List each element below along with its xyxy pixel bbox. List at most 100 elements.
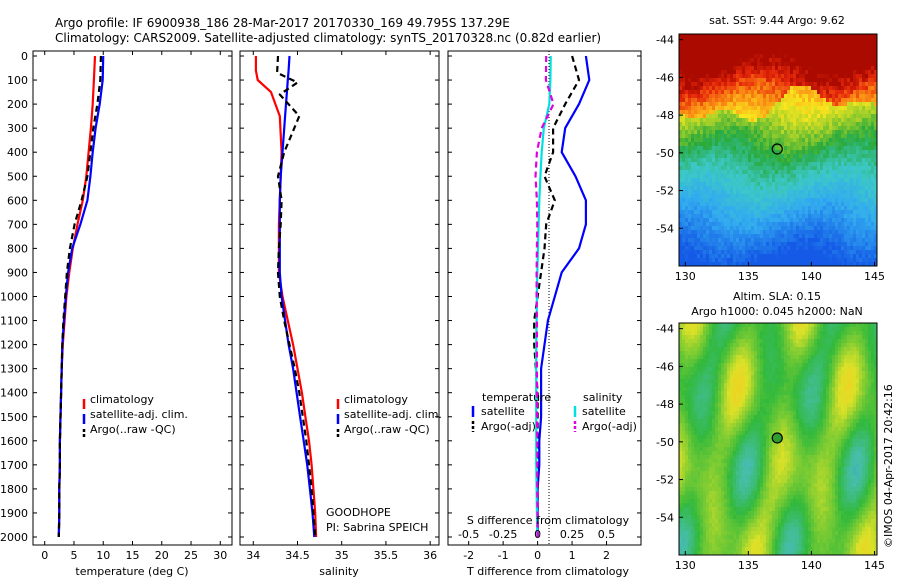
heatmap-cell bbox=[829, 126, 833, 131]
heatmap-cell bbox=[811, 186, 815, 191]
heatmap-cell bbox=[685, 70, 689, 75]
heatmap-cell bbox=[823, 38, 827, 43]
heatmap-cell bbox=[727, 94, 731, 99]
heatmap-cell bbox=[817, 214, 821, 219]
heatmap-cell bbox=[820, 198, 824, 203]
heatmap-cell bbox=[781, 258, 785, 263]
heatmap-cell bbox=[811, 110, 815, 115]
heatmap-cell bbox=[805, 166, 809, 171]
heatmap-cell bbox=[733, 194, 737, 199]
heatmap-cell bbox=[745, 62, 749, 67]
heatmap-cell bbox=[727, 62, 731, 67]
heatmap-cell bbox=[817, 371, 821, 376]
heatmap-cell bbox=[751, 106, 755, 111]
heatmap-cell bbox=[835, 110, 839, 115]
heatmap-cell bbox=[859, 335, 863, 340]
heatmap-cell bbox=[679, 242, 683, 247]
heatmap-cell bbox=[730, 367, 734, 372]
heatmap-cell bbox=[865, 102, 869, 107]
heatmap-cell bbox=[784, 246, 788, 251]
heatmap-cell bbox=[811, 230, 815, 235]
heatmap-cell bbox=[862, 182, 866, 187]
heatmap-cell bbox=[724, 174, 728, 179]
heatmap-cell bbox=[859, 130, 863, 135]
heatmap-cell bbox=[823, 42, 827, 47]
heatmap-cell bbox=[694, 42, 698, 47]
heatmap-cell bbox=[718, 335, 722, 340]
heatmap-cell bbox=[697, 74, 701, 79]
heatmap-cell bbox=[829, 110, 833, 115]
heatmap-cell bbox=[688, 106, 692, 111]
heatmap-cell bbox=[832, 226, 836, 231]
heatmap-cell bbox=[742, 339, 746, 344]
heatmap-cell bbox=[739, 214, 743, 219]
heatmap-cell bbox=[685, 166, 689, 171]
heatmap-cell bbox=[841, 186, 845, 191]
heatmap-cell bbox=[808, 230, 812, 235]
heatmap-cell bbox=[706, 246, 710, 251]
heatmap-cell bbox=[685, 46, 689, 51]
heatmap-cell bbox=[814, 130, 818, 135]
heatmap-cell bbox=[685, 38, 689, 43]
heatmap-cell bbox=[820, 238, 824, 243]
heatmap-cell bbox=[787, 54, 791, 59]
heatmap-cell bbox=[730, 371, 734, 376]
heatmap-cell bbox=[691, 110, 695, 115]
heatmap-cell bbox=[820, 102, 824, 107]
heatmap-cell bbox=[787, 158, 791, 163]
heatmap-cell bbox=[820, 106, 824, 111]
heatmap-cell bbox=[694, 206, 698, 211]
heatmap-cell bbox=[727, 146, 731, 151]
heatmap-cell bbox=[793, 258, 797, 263]
heatmap-cell bbox=[871, 170, 875, 175]
heatmap-cell bbox=[712, 166, 716, 171]
heatmap-cell bbox=[874, 106, 878, 111]
heatmap-cell bbox=[865, 98, 869, 103]
heatmap-cell bbox=[697, 182, 701, 187]
heatmap-cell bbox=[763, 238, 767, 243]
heatmap-cell bbox=[703, 94, 707, 99]
heatmap-cell bbox=[715, 335, 719, 340]
heatmap-cell bbox=[715, 182, 719, 187]
heatmap-cell bbox=[802, 262, 806, 267]
heatmap-cell bbox=[730, 142, 734, 147]
heatmap-cell bbox=[733, 66, 737, 71]
heatmap-cell bbox=[820, 58, 824, 63]
heatmap-cell bbox=[712, 210, 716, 215]
heatmap-cell bbox=[808, 94, 812, 99]
heatmap-cell bbox=[733, 198, 737, 203]
heatmap-cell bbox=[805, 210, 809, 215]
heatmap-cell bbox=[775, 254, 779, 259]
heatmap-cell bbox=[859, 351, 863, 356]
heatmap-cell bbox=[871, 102, 875, 107]
heatmap-cell bbox=[697, 34, 701, 39]
heatmap-cell bbox=[754, 226, 758, 231]
heatmap-cell bbox=[793, 262, 797, 267]
temperature-xlabel: temperature (deg C) bbox=[75, 565, 188, 578]
heatmap-cell bbox=[835, 214, 839, 219]
heatmap-cell bbox=[871, 110, 875, 115]
heatmap-cell bbox=[733, 134, 737, 139]
heatmap-cell bbox=[721, 206, 725, 211]
heatmap-cell bbox=[694, 331, 698, 336]
heatmap-cell bbox=[754, 222, 758, 227]
heatmap-cell bbox=[703, 62, 707, 67]
heatmap-cell bbox=[730, 194, 734, 199]
heatmap-cell bbox=[757, 242, 761, 247]
heatmap-cell bbox=[820, 126, 824, 131]
heatmap-cell bbox=[844, 359, 848, 364]
heatmap-cell bbox=[787, 363, 791, 368]
heatmap-cell bbox=[700, 371, 704, 376]
heatmap-cell bbox=[826, 70, 830, 75]
heatmap-cell bbox=[832, 42, 836, 47]
heatmap-cell bbox=[733, 46, 737, 51]
heatmap-cell bbox=[823, 150, 827, 155]
heatmap-cell bbox=[838, 246, 842, 251]
heatmap-cell bbox=[715, 158, 719, 163]
heatmap-cell bbox=[871, 234, 875, 239]
legend-s-argo: Argo(-adj) bbox=[582, 420, 637, 433]
heatmap-cell bbox=[841, 90, 845, 95]
heatmap-cell bbox=[742, 50, 746, 55]
heatmap-cell bbox=[862, 94, 866, 99]
heatmap-cell bbox=[772, 226, 776, 231]
